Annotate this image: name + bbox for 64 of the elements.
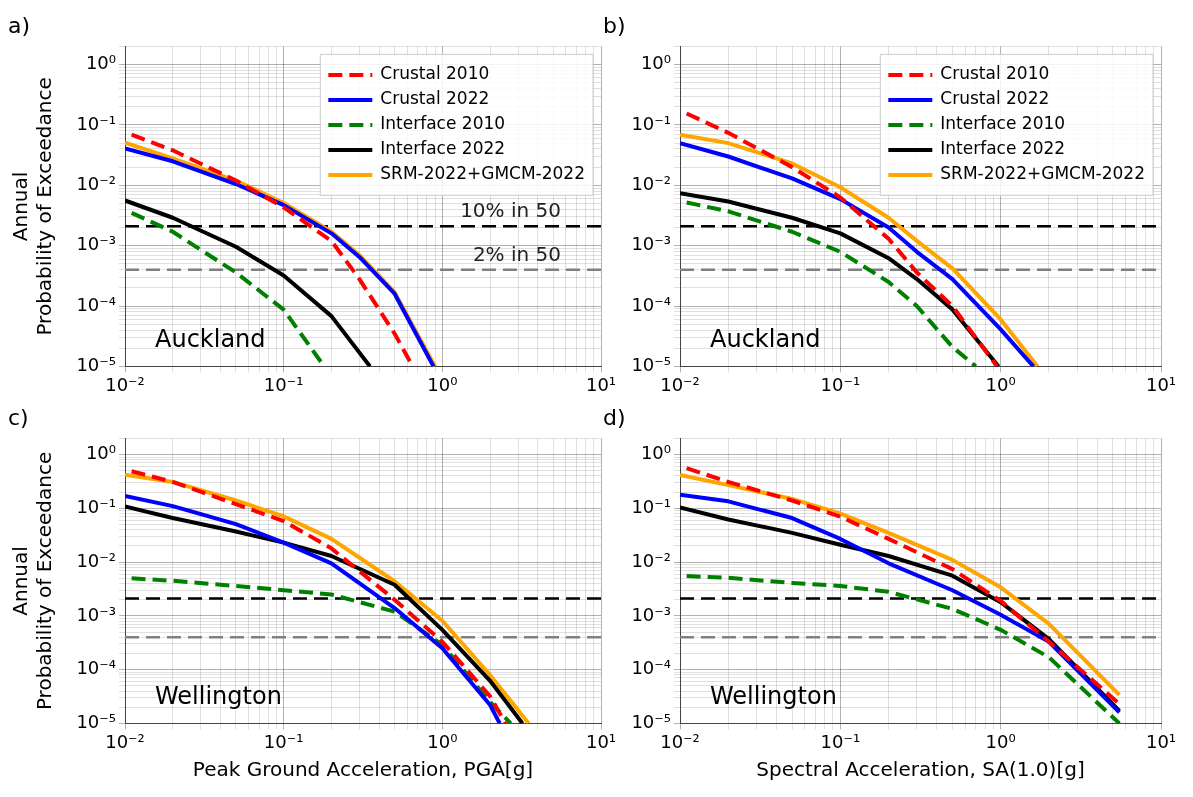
chart-title: b) — [603, 12, 626, 38]
y-tick-label: 10⁰ — [640, 442, 671, 464]
x-tick-label: 10⁰ — [985, 373, 1016, 395]
x-tick-label: 10⁻² — [105, 730, 145, 752]
legend-label: Crustal 2010 — [940, 63, 1050, 84]
y-tick-label: 10⁰ — [85, 442, 116, 464]
y-tick-label: 10⁰ — [85, 52, 116, 74]
y-tick-label: 10⁰ — [640, 52, 671, 74]
x-tick-label: 10⁰ — [985, 730, 1016, 752]
x-tick-label: 10⁻² — [105, 373, 145, 395]
y-tick-label: 10⁻⁵ — [631, 354, 671, 376]
y-tick-label: 10⁻¹ — [631, 112, 671, 134]
chart-title: d) — [603, 404, 626, 430]
x-tick-label: 10⁻² — [660, 730, 700, 752]
x-axis-title: Spectral Acceleration, SA(1.0)[g] — [756, 757, 1085, 782]
x-tick-label: 10⁰ — [427, 730, 458, 752]
y-tick-label: 10⁻¹ — [76, 496, 116, 518]
legend-label: Interface 2010 — [380, 113, 506, 134]
y-tick-label: 10⁻³ — [631, 603, 671, 625]
y-tick-label: 10⁻¹ — [631, 496, 671, 518]
annotation: Wellington — [710, 681, 837, 710]
legend-label: SRM-2022+GMCM-2022 — [940, 163, 1146, 184]
y-tick-label: 10⁻⁴ — [76, 657, 116, 679]
annotation: Wellington — [155, 681, 282, 710]
y-axis-title: Annual Probability of Exceedance — [8, 451, 57, 711]
x-tick-label: 10⁻¹ — [820, 373, 861, 395]
legend-label: SRM-2022+GMCM-2022 — [380, 163, 586, 184]
y-tick-label: 10⁻² — [76, 549, 116, 571]
x-tick-label: 10⁻² — [660, 373, 700, 395]
ref-line-label: 2% in 50 — [472, 241, 561, 266]
x-tick-label: 10¹ — [585, 373, 617, 395]
y-tick-label: 10⁻³ — [76, 233, 116, 255]
x-tick-label: 10⁻¹ — [263, 373, 304, 395]
y-tick-label: 10⁻² — [631, 172, 671, 194]
y-tick-label: 10⁻³ — [631, 233, 671, 255]
x-tick-label: 10⁻¹ — [820, 730, 861, 752]
ref-line-label: 10% in 50 — [460, 198, 561, 223]
y-tick-label: 10⁻³ — [76, 603, 116, 625]
legend-label: Interface 2022 — [380, 138, 506, 159]
chart-title: c) — [8, 404, 29, 430]
x-tick-label: 10⁻¹ — [263, 730, 304, 752]
y-tick-label: 10⁻⁴ — [631, 657, 671, 679]
y-tick-label: 10⁻² — [631, 549, 671, 571]
y-tick-label: 10⁻² — [76, 172, 116, 194]
x-axis-title: Peak Ground Acceleration, PGA[g] — [192, 757, 534, 782]
y-tick-label: 10⁻⁴ — [76, 293, 116, 315]
x-tick-label: 10¹ — [585, 730, 617, 752]
y-tick-label: 10⁻⁵ — [76, 711, 116, 733]
y-tick-label: 10⁻⁵ — [631, 711, 671, 733]
legend-label: Interface 2010 — [940, 113, 1066, 134]
y-tick-label: 10⁻⁵ — [76, 354, 116, 376]
annotation: Auckland — [710, 324, 821, 353]
legend-label: Interface 2022 — [940, 138, 1066, 159]
x-tick-label: 10⁰ — [427, 373, 458, 395]
y-tick-label: 10⁻⁴ — [631, 293, 671, 315]
chart-title: a) — [8, 12, 31, 38]
legend-label: Crustal 2010 — [380, 63, 490, 84]
x-tick-label: 10¹ — [1145, 373, 1177, 395]
x-tick-label: 10¹ — [1145, 730, 1177, 752]
legend-label: Crustal 2022 — [380, 88, 490, 109]
y-axis-title: Annual Probability of Exceedance — [8, 77, 57, 336]
y-tick-label: 10⁻¹ — [76, 112, 116, 134]
legend-label: Crustal 2022 — [940, 88, 1050, 109]
annotation: Auckland — [155, 324, 266, 353]
